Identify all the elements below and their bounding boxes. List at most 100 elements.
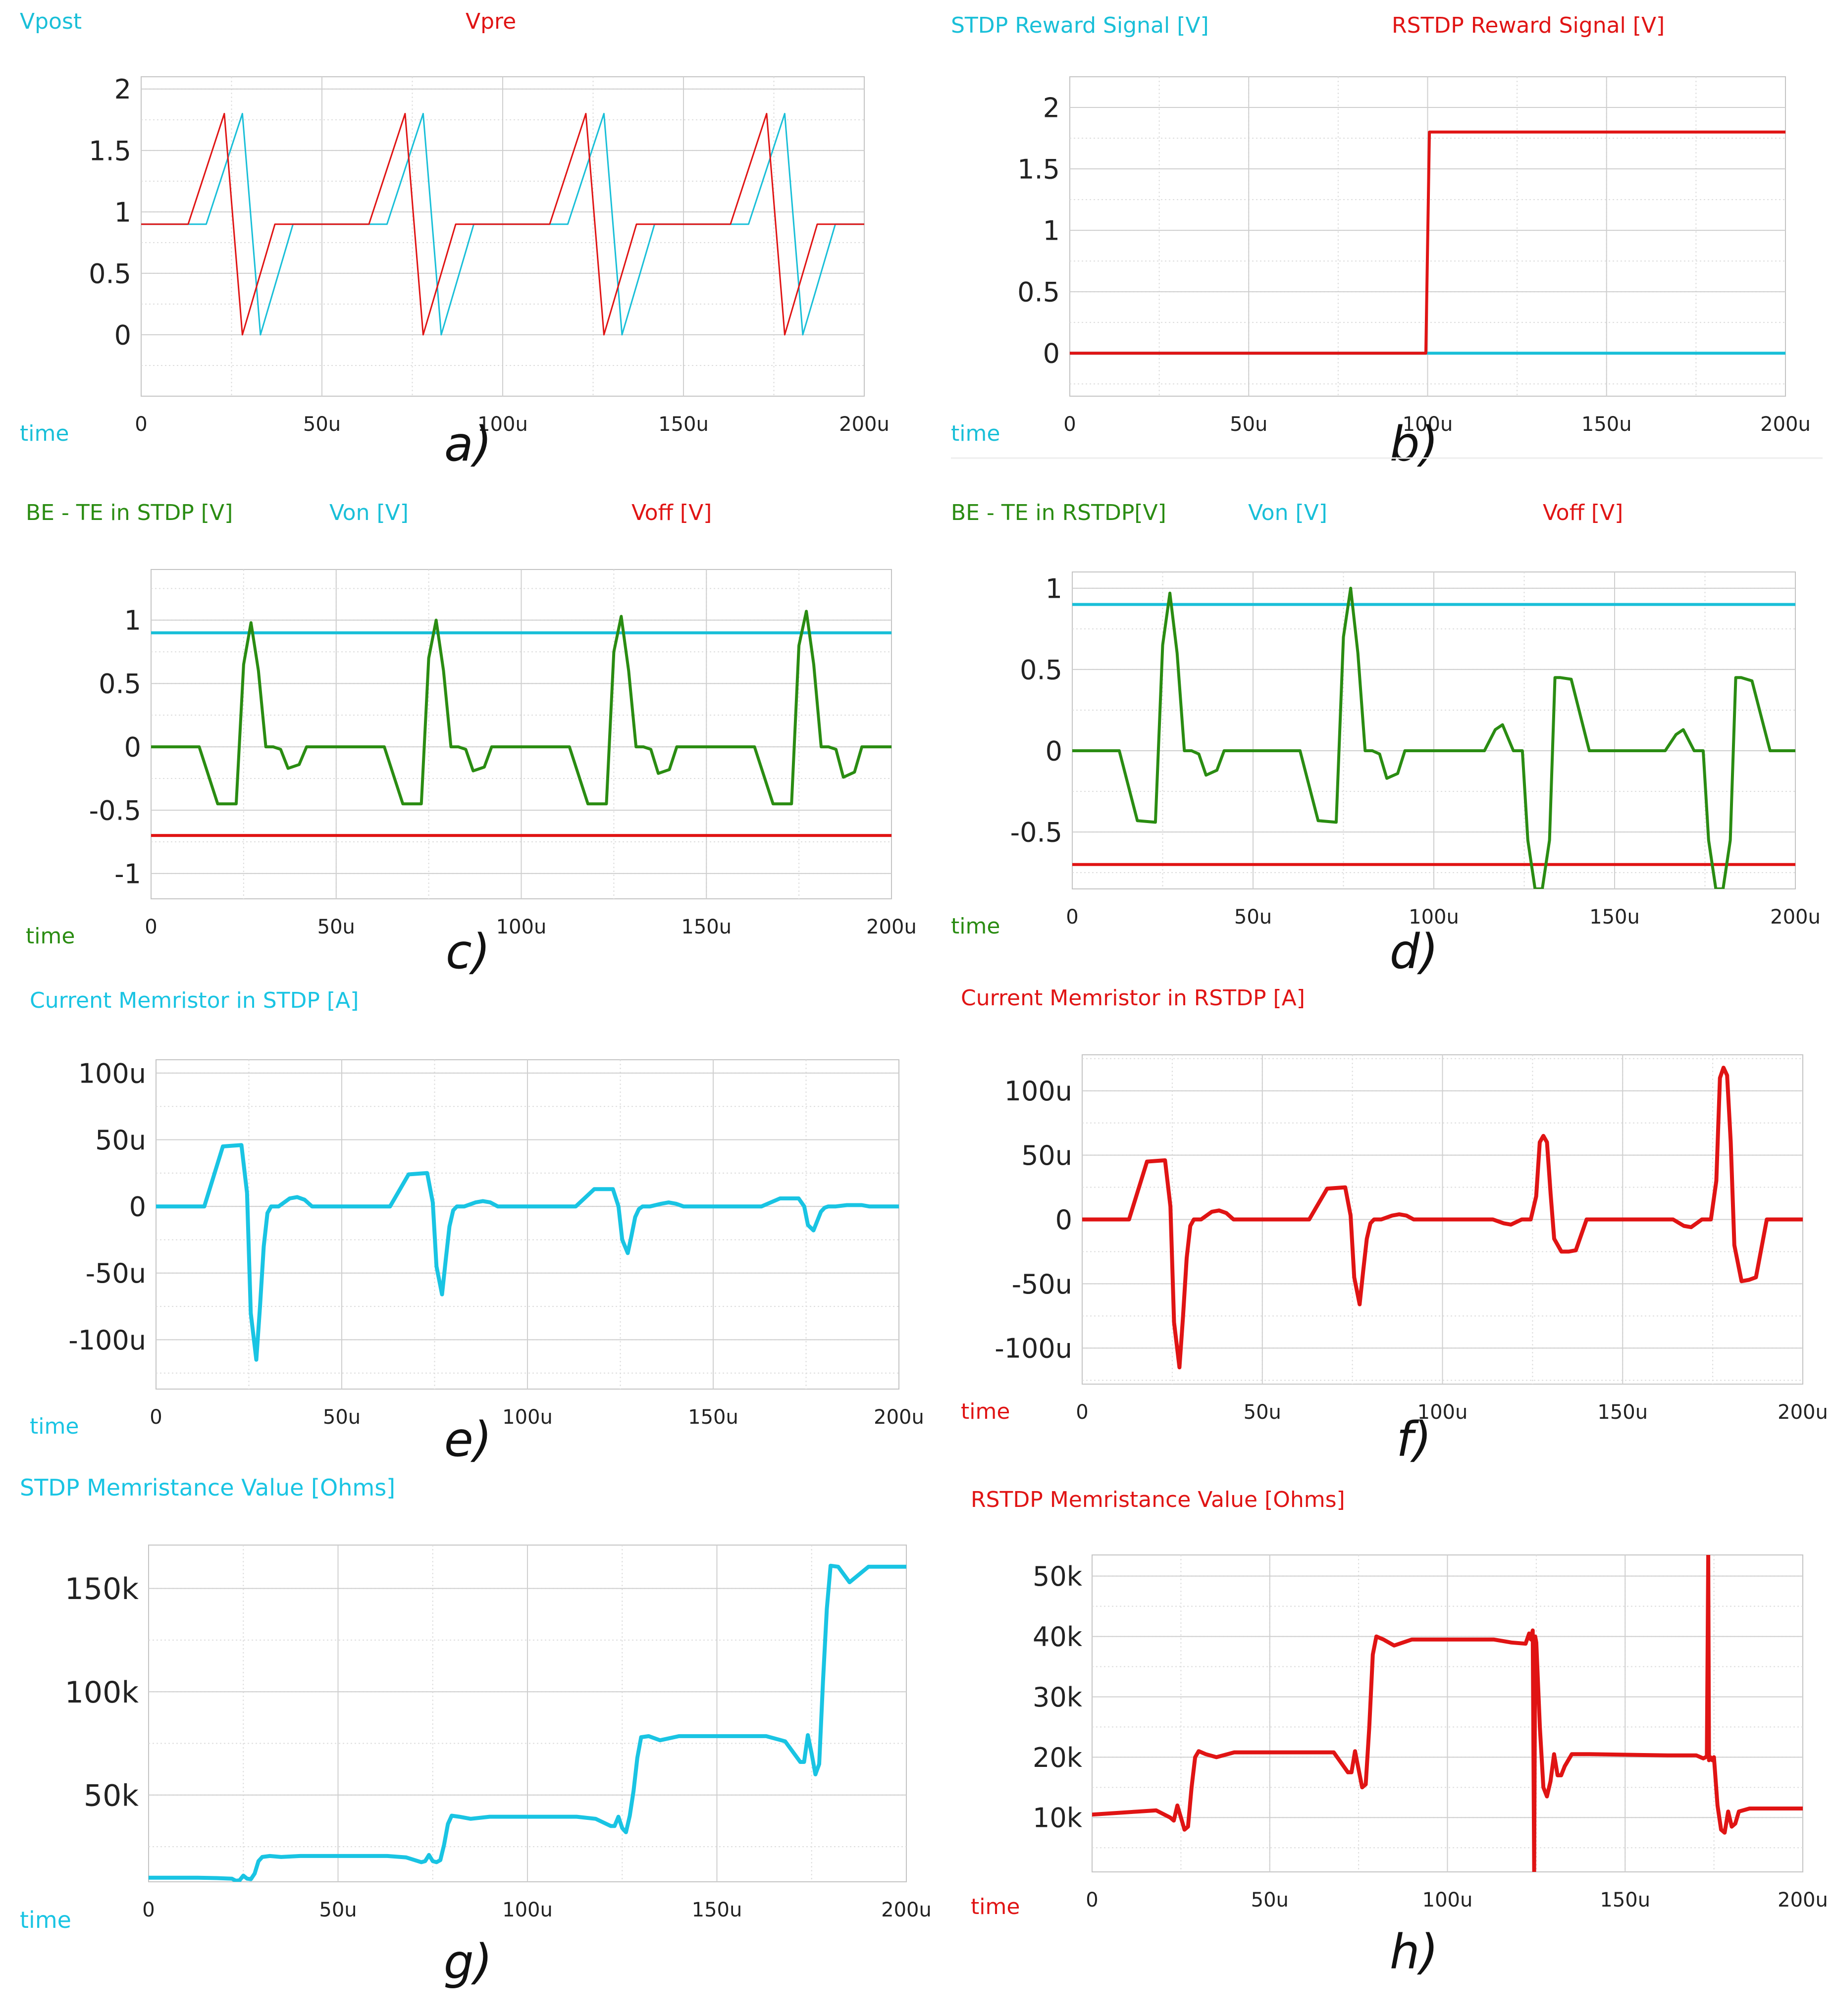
x-axis-label: time <box>20 421 69 446</box>
x-tick-label: 100u <box>1409 906 1459 929</box>
x-tick-label: 100u <box>1417 1401 1468 1424</box>
x-tick-label: 100u <box>502 1899 553 1921</box>
x-tick-label: 150u <box>1597 1401 1648 1424</box>
y-tick-label: 2 <box>114 74 131 105</box>
panel-letter: c) <box>446 924 490 980</box>
legend-entry: BE - TE in STDP [V] <box>26 500 233 525</box>
chart-panel-7: 0 50u 100u 150u 200u 50k 100k 150k STDP Memrista… <box>20 1474 932 1990</box>
x-tick-label: 0 <box>1066 906 1078 929</box>
x-axis-label: time <box>20 1907 71 1933</box>
series-group <box>1070 130 1785 355</box>
series-line-be-te-in-rstdp-v <box>1072 586 1795 889</box>
y-tick-label: 0.5 <box>1020 654 1062 685</box>
x-axis-label: time <box>971 1894 1020 1919</box>
x-tick-label: 50u <box>1230 413 1267 436</box>
panel-letter: b) <box>1390 416 1438 472</box>
panel-letter: f) <box>1396 1412 1431 1467</box>
series-line-vpre <box>141 112 864 336</box>
legend-entry: Vpre <box>466 9 516 34</box>
x-tick-label: 150u <box>1581 413 1632 436</box>
x-tick-label: 50u <box>1244 1401 1281 1424</box>
y-tick-label: 1 <box>114 197 131 228</box>
y-tick-label: 100u <box>78 1058 146 1089</box>
legend-entry: Vpost <box>20 9 82 34</box>
x-tick-label: 0 <box>150 1406 162 1429</box>
panel-letter: d) <box>1390 924 1438 980</box>
series-line-be-te-in-stdp-v <box>151 610 891 806</box>
y-tick-label: 0 <box>1043 338 1060 369</box>
x-axis-label: time <box>951 914 1000 939</box>
y-tick-label: 1 <box>124 605 141 636</box>
y-tick-label: 1.5 <box>89 135 131 166</box>
legend-entry: Current Memristor in RSTDP [A] <box>961 985 1305 1011</box>
x-tick-label: 100u <box>1422 1889 1473 1912</box>
legend-entry: BE - TE in RSTDP[V] <box>951 500 1166 525</box>
x-tick-label: 0 <box>135 413 147 436</box>
y-tick-label: 150k <box>65 1572 139 1606</box>
legend-entry: STDP Reward Signal [V] <box>951 13 1209 38</box>
y-tick-label: -1 <box>114 858 141 889</box>
series-line-current-memristor-in-stdp-a <box>156 1143 899 1362</box>
x-tick-label: 150u <box>1600 1889 1650 1912</box>
series-group <box>156 1143 899 1362</box>
y-tick-label: 40k <box>1033 1621 1083 1653</box>
y-tick-label: -0.5 <box>89 795 141 826</box>
legend-entry: Von [V] <box>1248 500 1327 525</box>
panel-letter: g) <box>444 1934 492 1990</box>
legend-entry: RSTDP Memristance Value [Ohms] <box>971 1487 1345 1512</box>
x-tick-label: 150u <box>688 1406 738 1429</box>
y-tick-label: 1 <box>1043 215 1060 247</box>
x-tick-label: 150u <box>692 1899 742 1921</box>
x-tick-label: 200u <box>1778 1889 1828 1912</box>
y-tick-label: 50k <box>84 1778 139 1813</box>
x-tick-label: 0 <box>1076 1401 1088 1424</box>
x-tick-label: 200u <box>1778 1401 1828 1424</box>
series-group <box>1092 1555 1803 1872</box>
y-tick-label: 50u <box>1021 1140 1072 1171</box>
x-tick-label: 0 <box>142 1899 155 1921</box>
y-tick-label: 0.5 <box>89 258 131 289</box>
x-tick-label: 0 <box>1086 1889 1098 1912</box>
y-tick-label: 50u <box>95 1125 146 1156</box>
legend-entry: Current Memristor in STDP [A] <box>30 988 359 1013</box>
chart-panel-6: 0 50u 100u 150u 200u -100u -50u 0 50u 100u Current… <box>961 985 1828 1467</box>
chart-panel-8: 0 50u 100u 150u 200u 10k 20k 30k 40k 50k RSTDP Mem… <box>971 1487 1828 1980</box>
y-tick-label: 30k <box>1033 1682 1083 1713</box>
x-tick-label: 200u <box>1770 906 1821 929</box>
legend-entry: Voff [V] <box>1543 500 1623 525</box>
y-tick-label: -100u <box>995 1333 1072 1364</box>
series-group <box>151 610 891 837</box>
y-tick-label: -50u <box>1012 1269 1072 1300</box>
y-tick-label: 0.5 <box>99 669 141 700</box>
y-tick-label: -0.5 <box>1010 817 1062 848</box>
x-tick-label: 150u <box>681 916 732 938</box>
y-tick-label: 10k <box>1033 1803 1083 1834</box>
y-tick-label: 1 <box>1046 573 1062 604</box>
chart-panel-1: 0 50u 100u 150u 200u 0 0.5 1 1.5 2 Vpost Vpre time a) <box>20 9 890 472</box>
x-tick-label: 200u <box>839 413 890 436</box>
panel-letter: h) <box>1390 1924 1438 1980</box>
legend-entry: STDP Memristance Value [Ohms] <box>20 1474 395 1501</box>
x-tick-label: 50u <box>317 916 355 938</box>
x-tick-label: 50u <box>323 1406 361 1429</box>
series-line-rstdp-memristance-value-ohms <box>1092 1555 1803 1872</box>
chart-panel-3: 0 50u 100u 150u 200u -1 -0.5 0 0.5 1 BE - TE in ST… <box>26 500 917 980</box>
x-tick-label: 200u <box>1760 413 1811 436</box>
chart-panel-2: 0 50u 100u 150u 200u 0 0.5 1 1.5 2 STDP Reward Sig… <box>951 13 1811 472</box>
y-tick-label: 1.5 <box>1017 154 1060 185</box>
chart-panel-5: 0 50u 100u 150u 200u -100u -50u 0 50u 100u Current… <box>30 988 924 1467</box>
x-tick-label: 100u <box>1403 413 1453 436</box>
legend-entry: Von [V] <box>329 500 409 525</box>
panel-letter: e) <box>444 1412 492 1467</box>
series-group <box>149 1563 906 1882</box>
series-line-current-memristor-in-rstdp-a <box>1082 1066 1803 1370</box>
x-tick-label: 100u <box>477 413 528 436</box>
chart-panel-4: 0 50u 100u 150u 200u -0.5 0 0.5 1 BE - TE in RSTD… <box>951 500 1821 980</box>
y-tick-label: 0 <box>1055 1204 1072 1236</box>
x-tick-label: 0 <box>145 916 157 938</box>
legend-entry: RSTDP Reward Signal [V] <box>1392 13 1665 38</box>
x-tick-label: 50u <box>1234 906 1272 929</box>
series-group <box>141 112 864 336</box>
x-tick-label: 50u <box>319 1899 357 1921</box>
y-tick-label: 0 <box>114 319 131 351</box>
